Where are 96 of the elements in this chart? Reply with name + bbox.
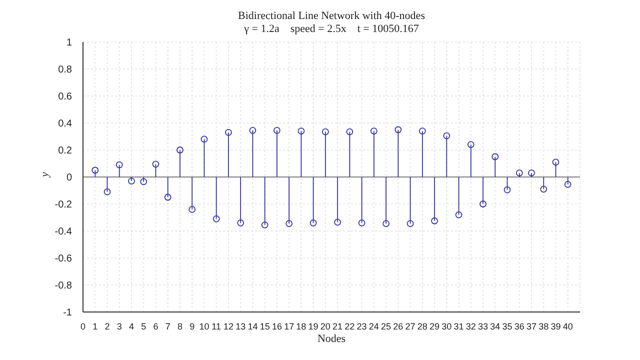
x-tick-label: 38 — [538, 321, 549, 332]
point — [140, 178, 148, 186]
point — [467, 141, 474, 148]
chart-title: Bidirectional Line Network with 40-nodes — [237, 10, 426, 23]
point — [164, 194, 172, 201]
point — [480, 200, 486, 208]
x-tick-label: 37 — [526, 321, 537, 332]
point — [346, 128, 354, 136]
y-axis-title: y — [38, 172, 51, 178]
x-tick-label: 13 — [236, 321, 246, 332]
point — [406, 220, 414, 228]
point — [552, 158, 560, 166]
point — [394, 126, 402, 134]
y-tick-label: -0.6 — [54, 254, 72, 265]
point — [225, 129, 232, 136]
point — [249, 126, 256, 134]
x-tick-label: 7 — [165, 321, 170, 332]
y-tick-label: 0.6 — [58, 92, 72, 103]
x-tick-label: 22 — [344, 321, 355, 332]
x-tick-label: 1 — [92, 321, 98, 332]
x-tick-label: 14 — [248, 321, 258, 332]
point — [274, 126, 280, 134]
y-tick-label: 0 — [66, 172, 72, 184]
point — [92, 166, 99, 174]
point — [176, 146, 184, 154]
x-tick-label: 29 — [430, 321, 440, 332]
point — [188, 206, 196, 213]
x-tick-label: 33 — [478, 321, 488, 332]
point — [116, 161, 123, 168]
point — [382, 220, 390, 228]
x-tick-label: 10 — [199, 321, 210, 332]
y-tick-label: 0.4 — [58, 118, 72, 130]
point — [310, 219, 317, 226]
point — [200, 136, 208, 143]
x-tick-label: 16 — [272, 321, 282, 332]
x-tick-label: 39 — [550, 321, 561, 332]
point — [104, 188, 111, 196]
x-tick-label: 40 — [562, 321, 573, 332]
x-axis-title: Nodes — [317, 333, 346, 345]
x-tick-label: 0 — [80, 321, 86, 332]
point — [431, 217, 438, 224]
x-tick-label: 18 — [296, 321, 306, 332]
point — [455, 211, 462, 218]
x-tick-label: 28 — [417, 321, 428, 332]
x-tick-label: 6 — [153, 321, 158, 332]
x-tick-label: 27 — [405, 321, 416, 332]
x-tick-label: 30 — [442, 321, 452, 332]
y-tick-label: -0.2 — [54, 200, 72, 211]
x-tick-label: 19 — [308, 321, 318, 332]
x-tick-label: 23 — [356, 321, 367, 332]
x-tick-label: 35 — [502, 321, 512, 332]
y-tick-label: 0.2 — [58, 146, 72, 157]
chart-subtitle: γ = 1.2a speed = 2.5x t = 10050.167 — [243, 23, 420, 36]
y-tick-label: -1 — [63, 308, 72, 319]
point — [322, 128, 329, 136]
point — [504, 186, 511, 194]
point — [516, 170, 523, 176]
x-tick-label: 21 — [332, 321, 343, 332]
point — [152, 160, 160, 168]
x-tick-label: 17 — [284, 321, 294, 332]
x-tick-label: 34 — [490, 321, 500, 332]
point — [443, 132, 450, 140]
x-tick-label: 5 — [141, 321, 146, 332]
point — [286, 220, 293, 228]
x-tick-label: 12 — [223, 321, 234, 332]
x-tick-label: 36 — [514, 321, 524, 332]
x-tick-label: 3 — [116, 321, 122, 332]
x-tick-label: 32 — [466, 321, 476, 332]
x-tick-label: 20 — [320, 321, 330, 332]
x-tick-label: 25 — [381, 321, 392, 332]
x-tick-label: 2 — [104, 321, 110, 332]
x-tick-label: 8 — [177, 321, 182, 332]
point — [237, 219, 244, 226]
x-tick-label: 26 — [393, 321, 404, 332]
point — [418, 128, 426, 135]
point — [128, 178, 135, 184]
x-tick-label: 15 — [260, 321, 270, 332]
x-tick-label: 31 — [454, 321, 464, 332]
point — [261, 221, 268, 228]
y-tick-label: 0.8 — [58, 64, 72, 76]
point — [528, 170, 535, 176]
point — [492, 153, 499, 160]
point — [334, 218, 342, 226]
x-tick-label: 4 — [128, 321, 134, 332]
x-tick-label: 11 — [212, 321, 222, 332]
y-tick-label: -0.4 — [54, 226, 72, 238]
x-tick-label: 9 — [190, 321, 195, 332]
x-tick-label: 24 — [368, 321, 379, 332]
y-tick-label: -0.8 — [54, 280, 72, 292]
point — [358, 219, 366, 226]
point — [370, 128, 378, 135]
y-tick-label: 1 — [66, 38, 72, 49]
point — [540, 186, 548, 193]
point — [298, 128, 305, 135]
point — [212, 215, 220, 222]
point — [564, 180, 572, 188]
